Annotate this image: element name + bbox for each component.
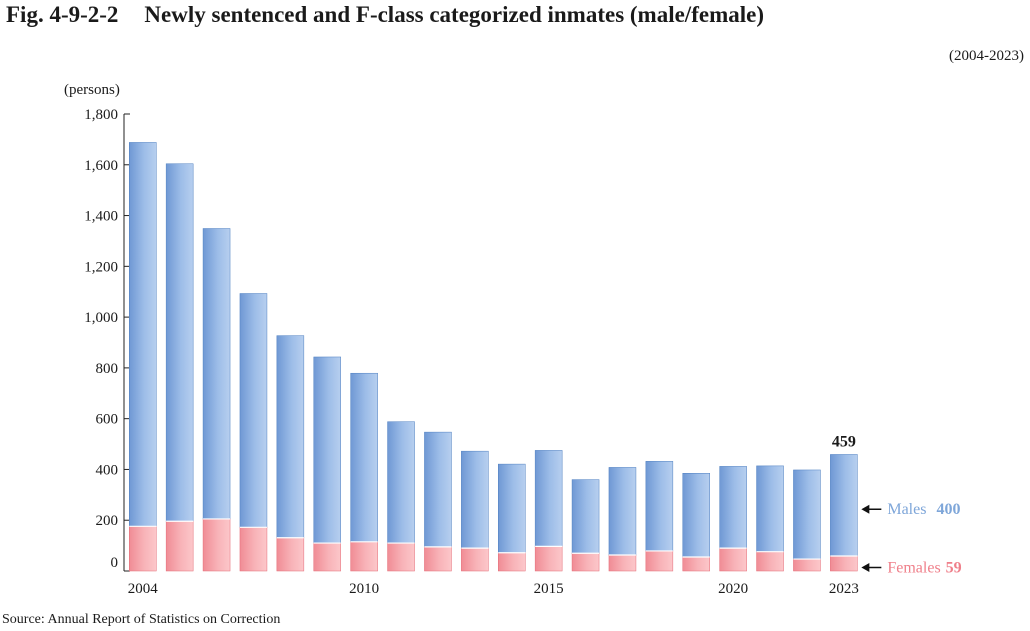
bar-females-2013 — [461, 547, 489, 572]
bar-females-2008 — [276, 537, 305, 572]
bar-males-2010 — [350, 372, 378, 543]
legend-arrow-head — [861, 563, 870, 573]
bar-males-2009 — [313, 356, 341, 544]
bar-females-2015 — [534, 546, 563, 572]
x-tick-label: 2010 — [349, 581, 379, 597]
bar-females-2006 — [202, 518, 231, 572]
figure-title: Fig. 4-9-2-2 Newly sentenced and F-class … — [6, 2, 764, 28]
y-tick-label: 200 — [96, 513, 119, 529]
bar-males-2020 — [719, 466, 747, 549]
bar-males-2007 — [239, 293, 268, 528]
y-tick-label: 0 — [111, 555, 119, 571]
bar-males-2015 — [534, 450, 563, 547]
y-tick-label: 1,000 — [84, 310, 118, 326]
bar-females-2023 — [830, 555, 858, 572]
x-tick-label: 2004 — [128, 581, 159, 597]
bar-males-2008 — [276, 335, 305, 538]
legend-label: Males — [887, 501, 926, 518]
period-label: (2004-2023) — [949, 48, 1024, 64]
bar-males-2021 — [756, 465, 784, 552]
x-tick-label: 2015 — [534, 581, 564, 597]
y-tick-label: 1,600 — [84, 158, 118, 174]
bar-females-2021 — [756, 551, 784, 572]
bar-females-2012 — [424, 546, 452, 572]
bar-females-2010 — [350, 541, 378, 572]
y-tick-label: 1,200 — [84, 259, 118, 275]
bar-males-2018 — [645, 461, 674, 552]
bar-females-2022 — [793, 558, 821, 572]
bar-females-2007 — [239, 527, 268, 572]
bar-females-2004 — [129, 526, 157, 572]
bar-males-2011 — [387, 421, 415, 544]
y-tick-label: 600 — [96, 412, 119, 428]
bar-females-2016 — [571, 552, 600, 572]
y-tick-label: 1,800 — [84, 107, 118, 123]
legend-entry-males: Males 400 — [887, 501, 960, 518]
x-tick-label: 2023 — [829, 581, 859, 597]
bar-males-2019 — [682, 473, 710, 558]
bar-females-2017 — [608, 554, 637, 572]
y-axis-unit: (persons) — [64, 82, 120, 98]
bar-males-2012 — [424, 431, 452, 548]
bar-females-2011 — [387, 542, 415, 572]
bar-females-2019 — [682, 556, 710, 572]
legend-value: 59 — [946, 560, 962, 577]
legend-value: 400 — [936, 501, 960, 518]
bar-males-2005 — [165, 163, 194, 522]
source-note: Source: Annual Report of Statistics on C… — [2, 612, 281, 627]
legend-entry-females: Females 59 — [887, 560, 961, 577]
bar-females-2018 — [645, 550, 674, 572]
y-tick-label: 800 — [96, 361, 119, 377]
bar-females-2014 — [498, 552, 526, 572]
bar-females-2009 — [313, 542, 341, 572]
bar-females-2020 — [719, 547, 747, 572]
bar-males-2014 — [498, 463, 526, 553]
legend-arrow-head — [861, 504, 870, 514]
bar-males-2017 — [608, 467, 637, 556]
bar-males-2023 — [830, 454, 858, 557]
bar-males-2006 — [202, 228, 231, 520]
figure-title-text: Newly sentenced and F-class categorized … — [144, 2, 764, 27]
bar-females-2005 — [165, 520, 194, 572]
bar-males-2013 — [461, 450, 489, 549]
total-annotation: 459 — [832, 433, 856, 450]
figure-number: Fig. 4-9-2-2 — [6, 2, 119, 27]
legend-label: Females — [887, 560, 940, 577]
y-tick-label: 400 — [96, 462, 119, 478]
y-tick-label: 1,400 — [84, 209, 118, 225]
bar-males-2004 — [129, 142, 157, 527]
x-tick-label: 2020 — [718, 581, 748, 597]
bar-males-2016 — [571, 479, 600, 554]
bar-males-2022 — [793, 469, 821, 560]
